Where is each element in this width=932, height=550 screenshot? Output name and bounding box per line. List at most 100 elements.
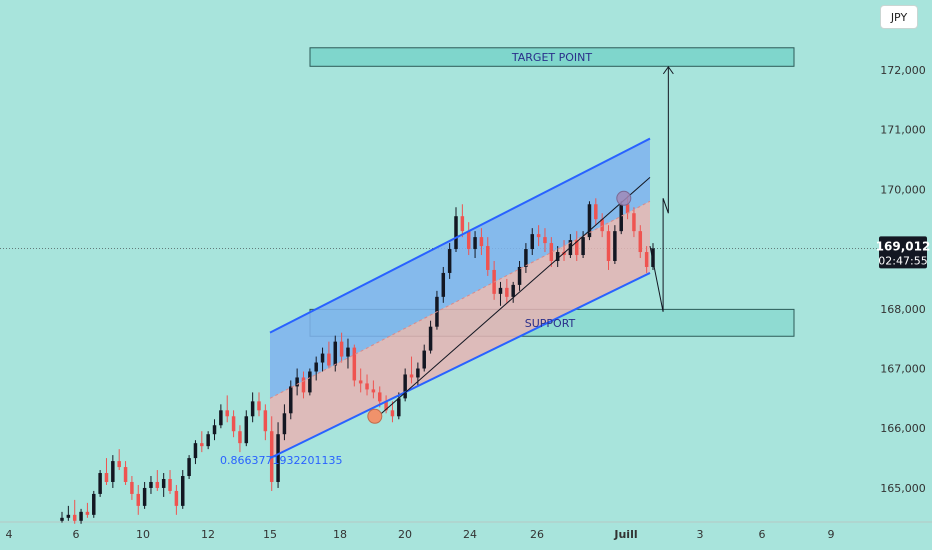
candle-bearish	[632, 207, 636, 238]
candle-bearish	[644, 246, 649, 273]
candle-bullish	[219, 404, 223, 429]
y-tick-label: 166,000	[880, 422, 926, 435]
candle-bullish	[282, 404, 287, 441]
target-point-zone	[309, 47, 795, 67]
candle-bearish	[384, 395, 388, 414]
candle-bearish	[263, 404, 268, 441]
candle-bullish	[530, 228, 535, 256]
y-tick-label: 165,000	[880, 482, 926, 495]
candle-bullish	[416, 362, 420, 387]
candle-bearish	[155, 470, 160, 491]
x-tick-label: 12	[201, 528, 215, 541]
x-tick-label: 24	[463, 528, 477, 541]
candle-bullish	[473, 231, 477, 259]
channel-lower-fill	[270, 201, 650, 459]
candle-bullish	[346, 338, 350, 369]
candle-bearish	[72, 499, 77, 524]
candle-bullish	[403, 368, 407, 402]
candle-bullish	[193, 440, 198, 465]
candle-bullish	[447, 243, 452, 279]
candle-bullish	[98, 470, 102, 497]
candle-bullish	[79, 508, 83, 524]
channel-upper-line	[269, 137, 651, 334]
candle-bullish	[587, 201, 592, 241]
candle-bullish	[149, 476, 153, 494]
candle-bullish	[454, 207, 458, 253]
x-tick-label: Juill	[613, 528, 637, 541]
candle-bullish	[180, 470, 185, 509]
swing-low-marker	[367, 408, 383, 424]
candle-bearish	[200, 431, 204, 453]
target-point-label: TARGET POINT	[511, 51, 592, 64]
candle-bullish	[333, 335, 338, 372]
y-tick-label: 170,000	[880, 183, 926, 196]
candle-bullish	[250, 392, 255, 423]
candle-bearish	[231, 410, 236, 438]
candle-bearish	[358, 368, 363, 393]
currency-button[interactable]: JPY	[880, 5, 918, 29]
candle-bearish	[130, 476, 134, 500]
candle-bullish	[289, 380, 293, 420]
x-tick-label: 10	[136, 528, 150, 541]
candle-bearish	[301, 371, 306, 399]
candle-bullish	[60, 511, 64, 523]
candle-bullish	[651, 243, 655, 270]
candle-bearish	[543, 228, 547, 253]
candle-bullish	[142, 481, 147, 509]
candle-bearish	[238, 425, 242, 453]
x-tick-label: 6	[73, 528, 80, 541]
channel-upper-fill	[270, 138, 650, 399]
x-tick-label: 3	[697, 528, 704, 541]
candle-bearish	[117, 449, 121, 471]
candle-bearish	[536, 225, 541, 247]
projection-arrowhead	[662, 66, 674, 75]
candle-bearish	[549, 237, 554, 267]
candle-bullish	[441, 266, 446, 303]
candle-bearish	[225, 395, 229, 423]
candle-bearish	[638, 225, 643, 259]
candle-bearish	[85, 502, 90, 518]
x-tick-label: 6	[759, 528, 766, 541]
candle-bearish	[123, 461, 128, 485]
candle-bearish	[327, 341, 331, 369]
candle-bearish	[104, 458, 109, 485]
candle-bullish	[308, 368, 312, 396]
candle-bullish	[511, 281, 515, 303]
projection-path	[649, 66, 669, 312]
candle-bullish	[212, 419, 217, 441]
last-price-badge: 169,012 02:47:55	[876, 236, 930, 269]
candle-bearish	[574, 231, 579, 261]
candle-bullish	[295, 368, 299, 396]
candle-bearish	[339, 332, 344, 363]
channel-mid-line	[269, 200, 651, 399]
x-tick-label: 18	[333, 528, 347, 541]
candle-bearish	[174, 484, 179, 515]
candle-bullish	[619, 201, 623, 235]
candle-bullish	[66, 505, 71, 521]
candle-bearish	[390, 401, 395, 423]
candle-bullish	[397, 392, 401, 420]
candle-bullish	[111, 455, 115, 488]
candle-bullish	[422, 344, 426, 372]
candle-bullish	[524, 243, 528, 273]
candle-bearish	[352, 344, 357, 387]
candle-bullish	[206, 431, 210, 450]
candle-bullish	[555, 246, 560, 267]
y-tick-label: 171,000	[880, 124, 926, 137]
swing-high-marker	[616, 190, 632, 206]
candle-bearish	[168, 470, 172, 494]
candle-bullish	[428, 320, 433, 354]
channel-lower-line	[269, 272, 651, 459]
x-tick-label: 26	[530, 528, 544, 541]
candle-bullish	[161, 473, 166, 497]
candle-bearish	[371, 380, 376, 399]
candle-bearish	[600, 213, 604, 238]
candle-bearish	[460, 204, 465, 238]
x-tick-label: 20	[398, 528, 412, 541]
candle-bullish	[314, 356, 318, 381]
countdown-timer: 02:47:55	[878, 254, 927, 267]
candle-bearish	[257, 392, 261, 417]
candle-bearish	[606, 225, 611, 270]
